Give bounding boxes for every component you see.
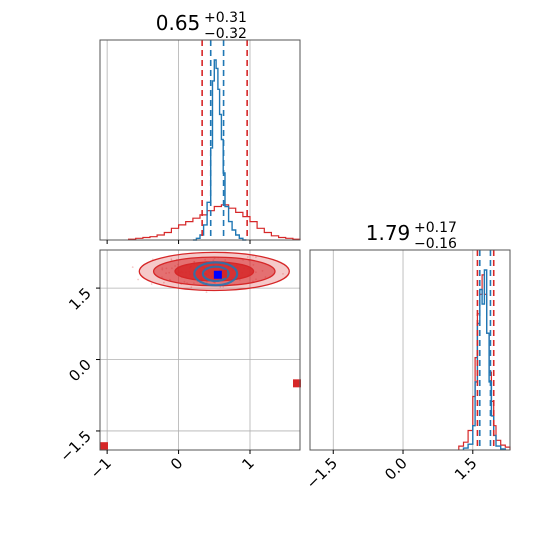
panel-frame [309,249,511,451]
grid-lines [332,250,474,450]
blue-histogram-line [192,59,247,241]
title-minus: −0.16 [414,236,457,252]
scatter-point [246,256,249,258]
histogram-panel-y: −1.5 0.0 1.5 1.79 +0.17 −0.16 [303,220,511,493]
y-tick-label: 1.5 [65,284,95,314]
panel-frame [99,39,301,241]
title-plus: +0.31 [204,10,247,26]
red-histogram-line [128,204,301,240]
grid-lines [106,40,251,240]
scatter-point [190,286,193,289]
tick-marks [96,287,251,454]
tick-marks [332,450,474,454]
y-tick-labels: −1.5 0.0 1.5 [56,284,94,465]
panel-frame [99,249,301,451]
x-tick-label: −1 [87,454,115,482]
x-tick-label: 0 [167,454,186,473]
quantile-lines [476,250,495,450]
histogram-panel-x: 0.65 +0.31 −0.32 [99,10,301,244]
blue-contour [201,265,230,283]
blue-marker [213,270,222,279]
tick-marks [106,240,251,244]
x-tick-label: 0.0 [381,454,411,484]
scatter-point [131,266,134,268]
scatter-point [219,286,222,288]
blue-histogram-line [462,269,506,450]
x-tick-labels: −1.5 0.0 1.5 [303,454,481,492]
scatter-point [222,286,225,288]
markers [100,269,301,451]
outlier-marker [100,442,108,451]
scatter-point [137,278,140,281]
title-value: 1.79 [366,221,411,245]
red-marker [218,269,227,278]
title-plus: +0.17 [414,220,457,236]
red-histogram [128,204,301,240]
x-tick-label: 1 [238,454,257,473]
blue-contour [193,261,239,287]
quantile-lines [201,40,248,240]
scatter-point [163,281,165,284]
scatter-point [282,273,284,275]
title-minus: −0.32 [204,26,247,42]
x-tick-labels: −1 0 1 [87,454,258,482]
panel-title-x: 0.65 [156,11,201,35]
blue-contours [193,261,239,287]
scatter-point [150,283,153,285]
outlier-marker [293,379,301,388]
y-tick-label: 0.0 [65,356,95,386]
x-tick-label: −1.5 [303,454,341,492]
blue-histogram [462,269,506,450]
contour-panel: −1 0 1 −1.5 0.0 1.5 [56,249,301,482]
panel-title-y: 1.79 [366,221,411,245]
scatter-point [170,258,173,260]
x-tick-label: 1.5 [451,454,481,484]
scatter-point [255,256,257,259]
scatter-point [205,291,208,293]
title-value: 0.65 [156,11,201,35]
blue-histogram [192,59,247,241]
y-tick-label: −1.5 [56,427,94,465]
